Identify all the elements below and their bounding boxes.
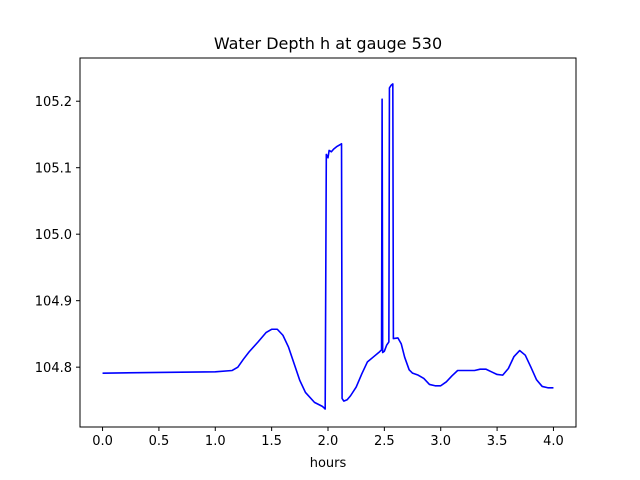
chart-title: Water Depth h at gauge 530 xyxy=(214,34,442,53)
x-tick-label: 3.5 xyxy=(487,434,508,449)
x-tick-label: 4.0 xyxy=(543,434,564,449)
x-axis-ticks: 0.0 0.5 1.0 1.5 2.0 2.5 3.0 3.5 4.0 xyxy=(92,427,564,449)
y-tick-label: 104.9 xyxy=(35,295,72,310)
plot-frame xyxy=(79,57,577,428)
x-tick-label: 2.5 xyxy=(374,434,395,449)
x-tick-label: 0.0 xyxy=(92,434,113,449)
y-tick-label: 104.8 xyxy=(35,361,72,376)
series-line xyxy=(102,83,554,410)
x-tick-label: 2.0 xyxy=(318,434,339,449)
y-axis-ticks: 104.8 104.9 105.0 105.1 105.2 xyxy=(35,95,80,376)
y-tick-label: 105.2 xyxy=(35,95,72,110)
x-axis-label: hours xyxy=(310,456,347,471)
y-tick-label: 105.1 xyxy=(35,162,72,177)
x-tick-label: 0.5 xyxy=(149,434,170,449)
x-tick-label: 1.5 xyxy=(261,434,282,449)
x-tick-label: 3.0 xyxy=(430,434,451,449)
x-tick-label: 1.0 xyxy=(205,434,226,449)
y-tick-label: 105.0 xyxy=(35,228,72,243)
